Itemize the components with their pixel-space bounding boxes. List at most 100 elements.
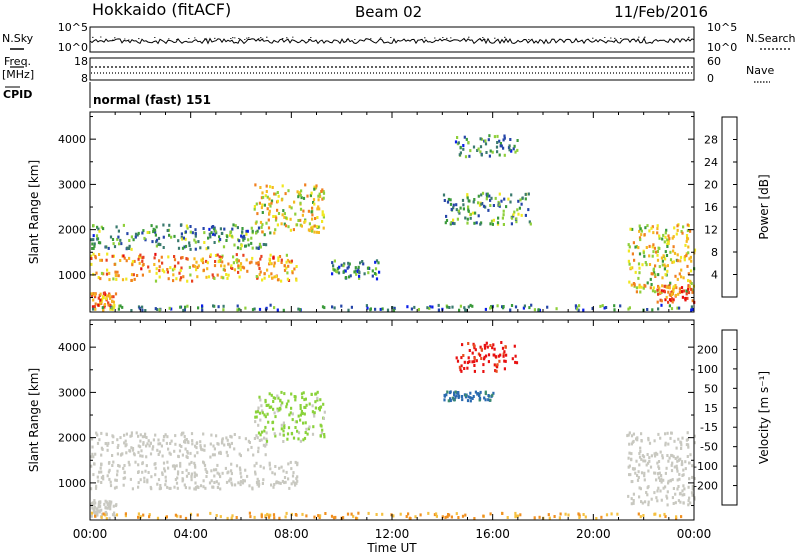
data-cell-0: [228, 479, 231, 483]
data-cell-1: [180, 235, 183, 239]
data-cell-7: [685, 438, 688, 442]
data-cell-2: [267, 403, 270, 407]
data-cell-1: [142, 442, 145, 446]
data-cell-1: [155, 238, 159, 242]
data-cell-6: [469, 216, 472, 220]
data-cell-4: [519, 513, 522, 517]
data-cell-0: [106, 474, 109, 478]
data-cell-8: [683, 255, 687, 258]
data-cell-5: [456, 359, 460, 363]
data-cell-2: [267, 226, 271, 230]
data-cell-0: [114, 478, 117, 482]
data-cell-6: [479, 222, 482, 226]
data-cell-3: [109, 502, 112, 506]
data-cell-4: [94, 514, 97, 518]
data-cell-7: [688, 461, 691, 465]
data-cell-9: [656, 288, 659, 292]
data-cell-1: [107, 246, 110, 250]
data-cell-7: [508, 148, 511, 152]
data-cell-7: [650, 454, 653, 458]
data-cell-7: [639, 446, 642, 450]
data-cell-7: [462, 147, 465, 151]
data-cell-6: [479, 390, 482, 394]
data-cell-9: [663, 284, 666, 288]
data-cell-8: [654, 290, 657, 294]
data-cell-0: [116, 270, 119, 274]
data-cell-7: [496, 150, 499, 154]
data-cell-1: [93, 244, 96, 248]
data-cell-7: [639, 450, 642, 453]
data-cell-0: [290, 259, 293, 263]
data-cell-1: [116, 446, 119, 449]
data-cell-2: [282, 421, 285, 425]
data-cell-6: [461, 398, 464, 402]
data-cell-4: [124, 514, 127, 518]
data-cell-0: [173, 255, 176, 258]
data-cell-4: [154, 307, 157, 311]
data-cell-1: [90, 455, 93, 459]
data-cell-3: [100, 299, 103, 303]
data-cell-2: [322, 215, 325, 219]
data-cell-8: [680, 268, 683, 272]
data-cell-0: [181, 471, 184, 474]
data-cell-2: [319, 423, 322, 427]
data-cell-7: [468, 154, 471, 158]
data-cell-2: [275, 216, 278, 220]
data-cell-0: [259, 464, 262, 468]
data-cell-2: [292, 436, 296, 440]
data-cell-0: [141, 273, 144, 277]
data-cell-7: [673, 465, 676, 469]
data-cell-4: [92, 307, 95, 311]
data-cell-8: [674, 284, 677, 287]
data-cell-1: [210, 433, 213, 437]
data-cell-8: [652, 250, 655, 254]
data-cell-0: [133, 277, 136, 281]
data-cell-0: [188, 462, 191, 466]
data-cell-5: [358, 270, 361, 274]
data-cell-2: [319, 405, 323, 409]
data-cell-1: [234, 224, 237, 228]
data-cell-7: [655, 478, 658, 482]
data-cell-6: [501, 216, 504, 220]
data-cell-1: [96, 441, 100, 445]
data-cell-6: [457, 209, 460, 213]
data-cell-1: [239, 247, 242, 251]
data-cell-1: [240, 234, 243, 238]
data-cell-1: [191, 442, 194, 446]
data-cell-0: [93, 462, 96, 466]
data-cell-9: [691, 299, 694, 303]
data-cell-0: [277, 256, 280, 260]
data-cell-1: [139, 454, 142, 458]
data-cell-7: [676, 459, 679, 463]
data-cell-8: [640, 233, 643, 237]
data-cell-6: [527, 208, 530, 212]
data-cell-3: [108, 303, 111, 307]
data-cell-2: [323, 410, 326, 414]
data-cell-0: [139, 478, 142, 482]
data-cell-1: [120, 452, 123, 456]
data-cell-8: [672, 235, 675, 239]
data-cell-6: [449, 198, 452, 202]
data-cell-0: [211, 273, 214, 277]
data-cell-1: [112, 242, 115, 246]
data-cell-2: [256, 212, 259, 216]
data-cell-0: [158, 265, 161, 269]
data-cell-0: [176, 486, 179, 490]
data-cell-4: [463, 306, 466, 310]
data-cell-6: [456, 217, 459, 221]
data-cell-8: [663, 263, 666, 267]
data-cell-0: [123, 476, 127, 480]
data-cell-6: [487, 398, 490, 402]
data-cell-7: [646, 493, 649, 497]
data-cell-7: [485, 151, 488, 154]
data-cell-2: [317, 194, 320, 198]
data-cell-0: [286, 271, 289, 275]
data-cell-5: [492, 343, 495, 347]
data-cell-2: [271, 420, 275, 424]
data-cell-4: [496, 304, 499, 308]
data-cell-3: [111, 513, 115, 517]
data-cell-1: [97, 227, 100, 231]
data-cell-4: [670, 307, 674, 311]
data-cell-8: [655, 250, 658, 254]
data-cell-3: [109, 507, 112, 511]
